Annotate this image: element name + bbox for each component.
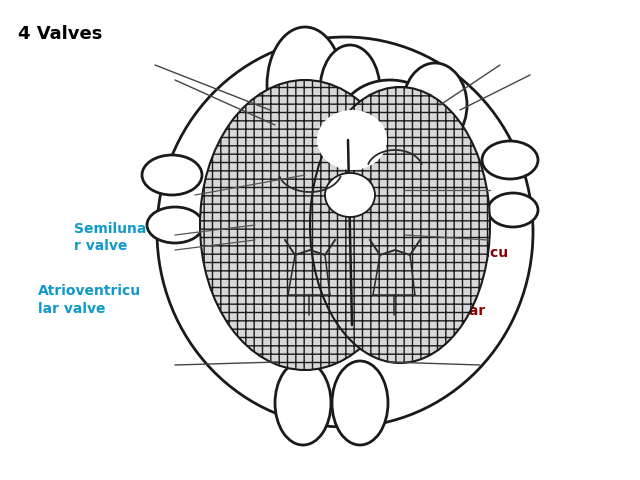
Ellipse shape xyxy=(482,141,538,179)
Ellipse shape xyxy=(317,110,387,170)
Ellipse shape xyxy=(142,155,202,195)
Ellipse shape xyxy=(243,92,333,168)
Text: Semilunar
valve: Semilunar valve xyxy=(406,303,486,335)
Ellipse shape xyxy=(310,87,490,363)
Ellipse shape xyxy=(320,45,380,135)
Ellipse shape xyxy=(200,80,410,370)
Ellipse shape xyxy=(332,361,388,445)
Ellipse shape xyxy=(275,361,331,445)
Text: 4 Valves: 4 Valves xyxy=(18,25,102,43)
Text: Semiluna
r valve: Semiluna r valve xyxy=(74,222,146,253)
Ellipse shape xyxy=(488,193,538,227)
Text: Atrioventricu
lar valve: Atrioventricu lar valve xyxy=(38,284,141,316)
Ellipse shape xyxy=(340,80,440,160)
Text: Atrioventricu
ar valve: Atrioventricu ar valve xyxy=(406,246,509,277)
Ellipse shape xyxy=(267,27,343,143)
Ellipse shape xyxy=(403,63,467,147)
Ellipse shape xyxy=(157,37,533,427)
Ellipse shape xyxy=(325,173,375,217)
Ellipse shape xyxy=(147,207,203,243)
